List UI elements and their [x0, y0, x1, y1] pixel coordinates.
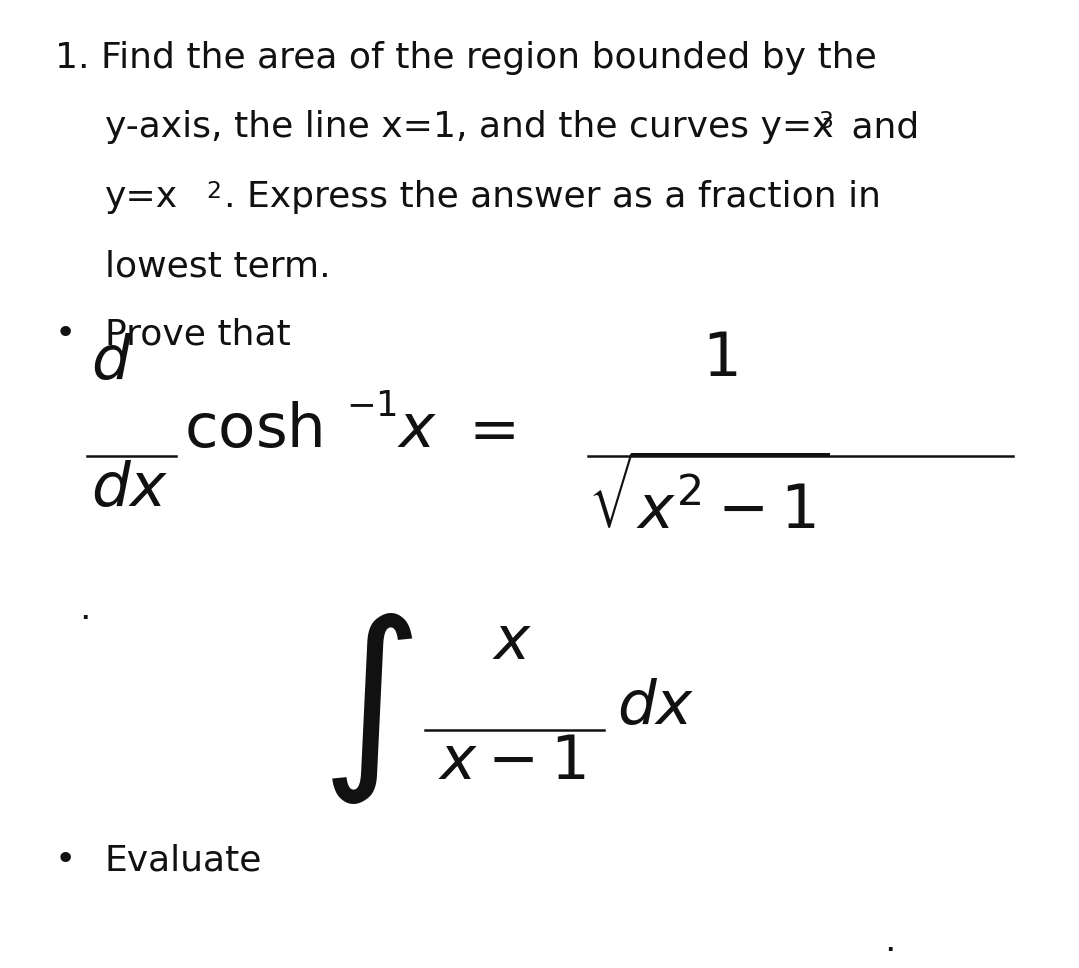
- Text: 3: 3: [818, 110, 833, 134]
- Text: $x$: $x$: [397, 401, 437, 460]
- Text: $\mathrm{cosh}$: $\mathrm{cosh}$: [183, 401, 323, 460]
- Text: . Express the answer as a fraction in: . Express the answer as a fraction in: [223, 180, 880, 214]
- Text: $dx$: $dx$: [617, 679, 695, 738]
- Text: 2: 2: [206, 180, 221, 203]
- Text: $\int$: $\int$: [320, 611, 413, 806]
- Text: y=x: y=x: [105, 180, 178, 214]
- Text: .: .: [79, 591, 91, 625]
- Text: $=$: $=$: [456, 401, 516, 460]
- Text: •: •: [55, 843, 76, 877]
- Text: Prove that: Prove that: [105, 318, 290, 351]
- Text: $d$: $d$: [92, 333, 133, 391]
- Text: $x-1$: $x-1$: [438, 733, 586, 792]
- Text: $x$: $x$: [492, 613, 533, 672]
- Text: y-axis, the line x=1, and the curves y=x: y-axis, the line x=1, and the curves y=x: [105, 110, 834, 144]
- Text: •: •: [55, 318, 76, 351]
- Text: $\sqrt{x^2-1}$: $\sqrt{x^2-1}$: [588, 460, 829, 542]
- Text: and: and: [839, 110, 919, 144]
- Text: .: .: [884, 924, 896, 958]
- Text: 1. Find the area of the region bounded by the: 1. Find the area of the region bounded b…: [55, 41, 876, 75]
- Text: lowest term.: lowest term.: [105, 250, 330, 284]
- Text: $-1$: $-1$: [346, 389, 397, 423]
- Text: $1$: $1$: [701, 330, 737, 388]
- Text: $dx$: $dx$: [92, 460, 168, 519]
- Text: Evaluate: Evaluate: [105, 843, 262, 877]
